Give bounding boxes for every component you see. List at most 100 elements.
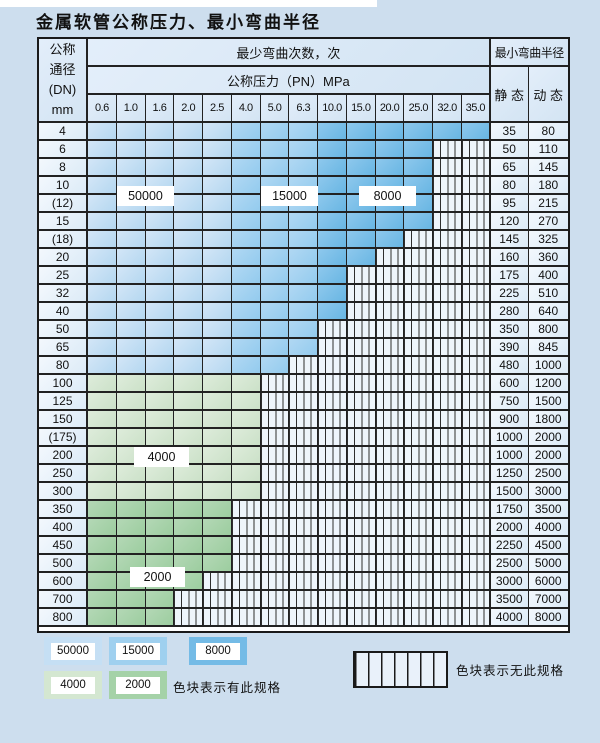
no-spec-cell <box>289 465 319 483</box>
no-spec-cell <box>404 393 434 411</box>
spec-cell <box>145 537 175 555</box>
spec-cell <box>145 591 175 609</box>
header-static: 静 态 <box>490 67 529 123</box>
no-spec-cell <box>433 465 462 483</box>
no-spec-cell <box>375 303 405 321</box>
no-spec-cell <box>346 609 376 627</box>
dynamic-radius-cell: 400 <box>528 267 568 285</box>
dn-cell: 65 <box>39 339 88 357</box>
no-spec-cell <box>318 573 347 591</box>
header-nominal-pressure: 公称压力（PN）MPa <box>88 67 491 95</box>
no-spec-cell <box>433 555 462 573</box>
spec-cell <box>174 267 204 285</box>
pressure-header-cell: 5.0 <box>260 95 290 123</box>
no-spec-cell <box>461 411 491 429</box>
dn-cell: 700 <box>39 591 88 609</box>
no-spec-cell <box>461 447 491 465</box>
no-spec-cell <box>404 375 434 393</box>
no-spec-cell <box>461 177 491 195</box>
legend-box-50000: 50000 <box>44 637 102 665</box>
no-spec-cell <box>289 537 319 555</box>
no-spec-cell <box>404 591 434 609</box>
spec-cell <box>203 375 232 393</box>
spec-cell <box>461 123 491 141</box>
dn-cell: (175) <box>39 429 88 447</box>
spec-cell <box>231 249 261 267</box>
pressure-header-cell: 4.0 <box>231 95 261 123</box>
no-spec-cell <box>260 609 290 627</box>
spec-cell <box>116 483 146 501</box>
no-spec-cell <box>346 267 376 285</box>
dn-cell: 125 <box>39 393 88 411</box>
spec-cell <box>145 339 175 357</box>
dn-cell: 200 <box>39 447 88 465</box>
no-spec-cell <box>375 447 405 465</box>
no-spec-cell <box>289 501 319 519</box>
spec-cell <box>231 429 261 447</box>
dynamic-radius-cell: 5000 <box>528 555 568 573</box>
no-spec-cell <box>346 357 376 375</box>
spec-cell <box>231 321 261 339</box>
no-spec-cell <box>461 285 491 303</box>
no-spec-cell <box>260 573 290 591</box>
no-spec-cell <box>433 321 462 339</box>
dynamic-radius-cell: 510 <box>528 285 568 303</box>
spec-cell <box>231 231 261 249</box>
spec-cell <box>289 123 319 141</box>
pressure-header-cell: 1.6 <box>145 95 175 123</box>
dynamic-radius-cell: 845 <box>528 339 568 357</box>
spec-cell <box>88 177 117 195</box>
spec-cell <box>203 303 232 321</box>
no-spec-cell <box>346 501 376 519</box>
dn-cell: (18) <box>39 231 88 249</box>
legend-present-text: 色块表示有此规格 <box>173 681 282 695</box>
spec-cell <box>145 141 175 159</box>
legend-label-4000: 4000 <box>51 676 95 694</box>
spec-cell <box>116 213 146 231</box>
no-spec-cell <box>346 303 376 321</box>
no-spec-cell <box>433 195 462 213</box>
header-dn-line: 公称 <box>49 42 76 57</box>
no-spec-cell <box>433 267 462 285</box>
spec-cell <box>88 537 117 555</box>
legend-box-2000: 2000 <box>109 671 167 699</box>
no-spec-cell <box>375 339 405 357</box>
static-radius-cell: 1250 <box>490 465 529 483</box>
spec-cell <box>174 285 204 303</box>
no-spec-cell <box>461 321 491 339</box>
spec-cell <box>318 303 347 321</box>
spec-cell <box>88 141 117 159</box>
no-spec-cell <box>404 321 434 339</box>
static-radius-cell: 350 <box>490 321 529 339</box>
no-spec-cell <box>433 411 462 429</box>
spec-cell <box>145 321 175 339</box>
static-radius-cell: 95 <box>490 195 529 213</box>
no-spec-cell <box>289 573 319 591</box>
no-spec-cell <box>375 375 405 393</box>
spec-cell <box>88 519 117 537</box>
static-radius-cell: 3000 <box>490 573 529 591</box>
no-spec-cell <box>375 285 405 303</box>
spec-cell <box>203 231 232 249</box>
spec-cell <box>145 231 175 249</box>
spec-cell <box>174 231 204 249</box>
no-spec-cell <box>461 573 491 591</box>
spec-cell <box>145 213 175 231</box>
no-spec-cell <box>461 375 491 393</box>
spec-cell <box>346 123 376 141</box>
spec-cell <box>116 285 146 303</box>
no-spec-cell <box>375 519 405 537</box>
no-spec-cell <box>375 609 405 627</box>
no-spec-cell <box>375 537 405 555</box>
no-spec-cell <box>461 195 491 213</box>
spec-cell <box>116 591 146 609</box>
region-label-4000: 4000 <box>134 447 189 467</box>
spec-cell <box>231 411 261 429</box>
dn-cell: 80 <box>39 357 88 375</box>
no-spec-cell <box>433 249 462 267</box>
spec-cell <box>174 357 204 375</box>
dynamic-radius-cell: 640 <box>528 303 568 321</box>
no-spec-cell <box>433 519 462 537</box>
spec-cell <box>260 339 290 357</box>
no-spec-cell <box>433 141 462 159</box>
